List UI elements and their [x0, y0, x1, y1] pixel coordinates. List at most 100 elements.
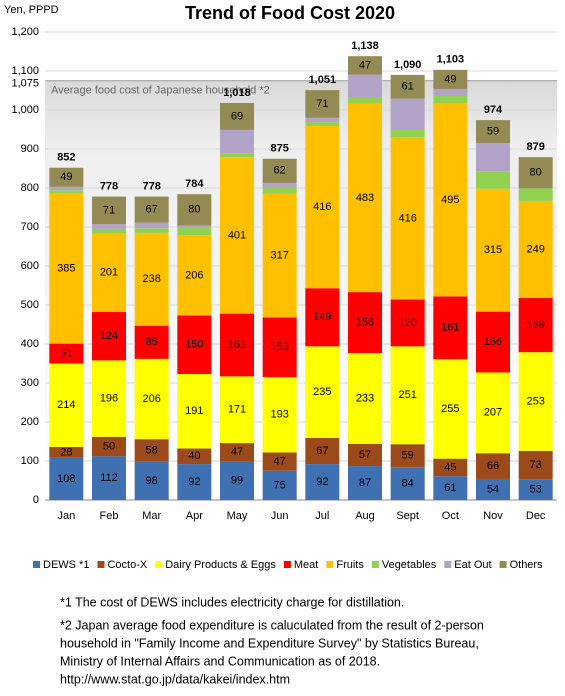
bar-segment — [390, 98, 425, 130]
legend-swatch — [371, 561, 379, 568]
bar-segment — [177, 227, 212, 236]
bar-segment — [262, 193, 297, 318]
bar-segment — [134, 222, 169, 229]
total-label: 1,103 — [437, 54, 465, 66]
bar-segment — [134, 228, 169, 233]
data-label: 53 — [530, 484, 542, 496]
y-tick-label: 200 — [21, 416, 39, 428]
total-label: 778 — [142, 180, 160, 192]
data-label: 207 — [484, 407, 502, 419]
footnote: Ministry of Internal Affairs and Communi… — [60, 654, 380, 668]
x-tick-label: Sept — [396, 510, 419, 522]
y-tick-label: 1,100 — [11, 65, 39, 77]
bar-segment — [262, 452, 297, 471]
legend-label: Fruits — [336, 559, 364, 571]
data-label: 80 — [188, 204, 200, 216]
data-label: 75 — [274, 479, 286, 491]
bar-segment — [433, 359, 468, 459]
data-label: 201 — [100, 267, 118, 279]
data-label: 161 — [228, 339, 246, 351]
legend-swatch — [499, 561, 507, 568]
data-label: 235 — [313, 386, 331, 398]
bar-segment — [134, 325, 169, 359]
data-label: 57 — [359, 449, 371, 461]
data-label: 28 — [60, 446, 72, 458]
data-label: 139 — [526, 319, 544, 331]
x-tick-label: Jun — [271, 510, 289, 522]
y-tick-label: 100 — [21, 455, 39, 467]
bar-segment — [305, 464, 340, 500]
data-label: 80 — [530, 167, 542, 179]
bar-segment — [92, 233, 126, 313]
bar-segment — [518, 450, 553, 480]
bar-segment — [262, 158, 297, 183]
total-label: 784 — [185, 178, 204, 190]
bar-segment — [262, 470, 297, 500]
x-tick-label: Nov — [483, 510, 503, 522]
data-label: 214 — [57, 399, 75, 411]
data-label: 87 — [359, 477, 371, 489]
data-label: 66 — [487, 460, 499, 472]
bar-segment — [262, 377, 297, 453]
legend-label: Dairy Products & Eggs — [165, 559, 276, 571]
data-label: 47 — [359, 59, 371, 71]
total-label: 778 — [100, 180, 118, 192]
data-label: 67 — [316, 445, 328, 457]
bar-segment — [220, 102, 254, 130]
bar-segment — [476, 171, 510, 189]
data-label: 315 — [484, 244, 502, 256]
legend-swatch — [444, 561, 452, 568]
data-label: 61 — [444, 482, 456, 494]
bar-segment — [390, 346, 425, 445]
data-label: 59 — [487, 126, 499, 138]
x-tick-label: Feb — [100, 510, 119, 522]
bar-segment — [348, 443, 382, 467]
y-tick-label: 1,075 — [11, 78, 39, 90]
bar-segment — [92, 224, 126, 229]
bar-segment — [476, 478, 510, 500]
data-label: 124 — [100, 330, 118, 342]
bar-segment — [49, 457, 84, 500]
data-label: 62 — [274, 165, 286, 177]
bar-segment — [518, 352, 553, 451]
x-tick-label: Jul — [315, 510, 329, 522]
reference-band — [45, 80, 557, 500]
bar-segment — [262, 182, 297, 188]
footnote: *1 The cost of DEWS includes electricity… — [60, 595, 404, 609]
bar-segment — [220, 313, 254, 377]
bar-segment — [220, 376, 254, 444]
legend-swatch — [326, 561, 334, 568]
bar-segment — [390, 74, 425, 99]
bar-segment — [177, 225, 212, 228]
data-label: 153 — [270, 341, 288, 353]
data-label: 69 — [231, 110, 243, 122]
y-tick-label: 600 — [21, 260, 39, 272]
bar-segment — [433, 458, 468, 477]
bar-segment — [518, 188, 553, 201]
bar-segment — [262, 317, 297, 378]
data-label: 156 — [356, 316, 374, 328]
bar-segment — [134, 196, 169, 223]
bar-segment — [220, 153, 254, 158]
bar-segment — [305, 346, 340, 438]
total-label: 1,090 — [394, 59, 422, 71]
data-label: 255 — [441, 403, 459, 415]
data-label: 51 — [60, 347, 72, 359]
bar-segment — [390, 129, 425, 138]
bar-segment — [92, 312, 126, 361]
bar-segment — [177, 464, 212, 500]
bar-segment — [305, 117, 340, 123]
data-label: 85 — [146, 336, 158, 348]
data-label: 317 — [270, 250, 288, 262]
legend-label: Eat Out — [454, 559, 491, 571]
bar-segment — [476, 120, 510, 144]
bar-segment — [348, 103, 382, 293]
data-label: 112 — [100, 472, 118, 484]
bar-segment — [518, 157, 553, 189]
bar-segment — [177, 235, 212, 316]
bar-segment — [433, 95, 468, 104]
bar-segment — [433, 103, 468, 297]
bar-segment — [305, 125, 340, 289]
data-label: 206 — [142, 393, 160, 405]
